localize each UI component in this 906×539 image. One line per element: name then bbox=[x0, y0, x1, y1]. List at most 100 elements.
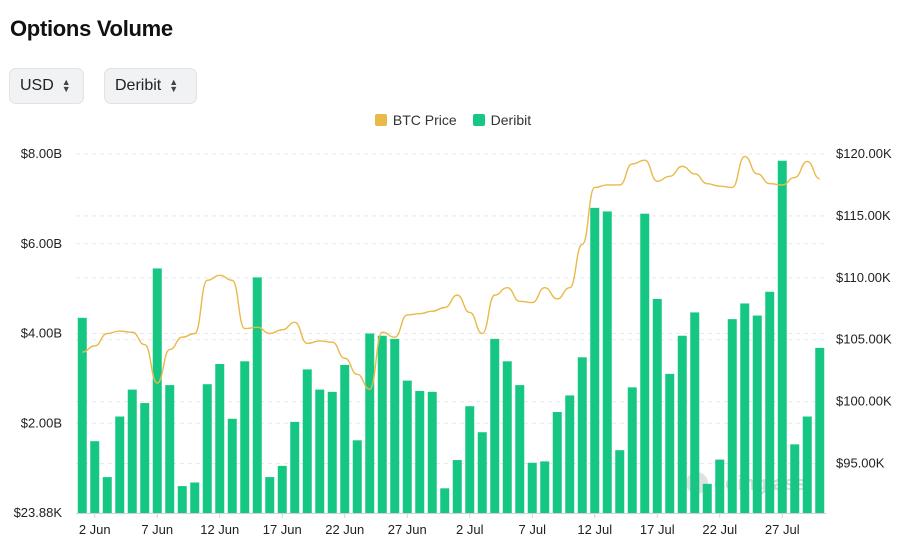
bar-deribit[interactable] bbox=[352, 440, 362, 513]
bar-deribit[interactable] bbox=[390, 338, 400, 513]
bar-deribit[interactable] bbox=[590, 207, 600, 513]
y-axis-left: $23.88K $2.00B $4.00B $6.00B $8.00B bbox=[14, 146, 63, 520]
legend-label-btc-price: BTC Price bbox=[392, 112, 457, 128]
x-tick-label: 17 Jul bbox=[640, 522, 675, 537]
y-left-tick-label: $2.00B bbox=[21, 415, 62, 430]
bar-deribit[interactable] bbox=[415, 390, 425, 513]
bar-deribit[interactable] bbox=[490, 338, 500, 513]
x-tick-label: 22 Jul bbox=[702, 522, 737, 537]
bar-deribit[interactable] bbox=[190, 482, 200, 513]
x-tick-label: 7 Jun bbox=[141, 522, 173, 537]
legend-swatch-deribit bbox=[472, 114, 485, 126]
legend-item-btc-price[interactable]: BTC Price bbox=[374, 112, 457, 128]
y-axis-right: $95.00K $100.00K $105.00K $110.00K $115.00K $… bbox=[836, 146, 892, 470]
grid-lines bbox=[76, 153, 826, 464]
bar-deribit[interactable] bbox=[740, 303, 750, 513]
bar-deribit[interactable] bbox=[240, 361, 250, 513]
bar-deribit[interactable] bbox=[127, 389, 137, 513]
x-tick-label: 2 Jul bbox=[456, 522, 484, 537]
bar-deribit[interactable] bbox=[690, 312, 700, 513]
x-tick-label: 17 Jun bbox=[263, 522, 302, 537]
bar-deribit[interactable] bbox=[177, 486, 187, 513]
bar-deribit[interactable] bbox=[465, 406, 475, 513]
y-left-tick-label: $23.88K bbox=[14, 505, 63, 520]
bar-deribit[interactable] bbox=[277, 465, 287, 513]
bar-deribit[interactable] bbox=[565, 395, 575, 513]
bar-deribit[interactable] bbox=[477, 432, 487, 513]
bar-deribit[interactable] bbox=[77, 317, 87, 513]
y-right-tick-label: $95.00K bbox=[836, 455, 885, 470]
legend-swatch-btc-price bbox=[374, 114, 387, 126]
y-left-tick-label: $6.00B bbox=[21, 236, 62, 251]
x-axis: 2 Jun 7 Jun 12 Jun 17 Jun 22 Jun 27 Jun 2 Jul 7… bbox=[76, 513, 826, 537]
x-tick-label: 12 Jun bbox=[200, 522, 239, 537]
bar-deribit[interactable] bbox=[115, 416, 125, 513]
bar-deribit[interactable] bbox=[402, 380, 412, 513]
bar-deribit[interactable] bbox=[215, 364, 225, 513]
bar-deribit[interactable] bbox=[365, 333, 375, 514]
chevron-up-down-icon: ▲ ▼ bbox=[169, 77, 179, 94]
bar-deribit[interactable] bbox=[452, 460, 462, 513]
bar-deribit[interactable] bbox=[427, 391, 437, 513]
y-right-tick-label: $120.00K bbox=[836, 146, 892, 161]
bar-deribit[interactable] bbox=[90, 441, 100, 513]
bar-deribit[interactable] bbox=[765, 291, 775, 513]
bar-deribit[interactable] bbox=[627, 387, 637, 513]
bar-deribit[interactable] bbox=[752, 315, 762, 513]
bar-deribit[interactable] bbox=[615, 450, 625, 513]
y-right-tick-label: $100.00K bbox=[836, 394, 892, 409]
bar-deribit[interactable] bbox=[727, 319, 737, 513]
y-right-tick-label: $105.00K bbox=[836, 332, 892, 347]
bar-deribit[interactable] bbox=[152, 268, 162, 513]
bar-deribit[interactable] bbox=[577, 357, 587, 513]
chart-legend: BTC Price Deribit bbox=[0, 112, 906, 128]
bar-deribit[interactable] bbox=[515, 385, 525, 513]
currency-select-value: USD bbox=[20, 77, 54, 94]
bar-deribit[interactable] bbox=[652, 298, 662, 513]
bar-deribit[interactable] bbox=[677, 335, 687, 513]
y-left-tick-label: $4.00B bbox=[21, 326, 62, 341]
bar-deribit[interactable] bbox=[640, 213, 650, 513]
bar-deribit[interactable] bbox=[202, 384, 212, 513]
bar-deribit[interactable] bbox=[377, 335, 387, 513]
bar-deribit[interactable] bbox=[502, 361, 512, 513]
x-tick-label: 2 Jun bbox=[79, 522, 111, 537]
x-tick-label: 27 Jul bbox=[765, 522, 800, 537]
bar-deribit[interactable] bbox=[315, 389, 325, 513]
bar-deribit[interactable] bbox=[302, 369, 312, 513]
btc-price-line[interactable] bbox=[82, 155, 820, 390]
bar-deribit[interactable] bbox=[527, 462, 537, 513]
bar-deribit[interactable] bbox=[227, 418, 237, 513]
bar-deribit[interactable] bbox=[140, 403, 150, 513]
bar-deribit[interactable] bbox=[290, 421, 300, 513]
bar-deribit[interactable] bbox=[265, 477, 275, 513]
bar-deribit[interactable] bbox=[790, 444, 800, 513]
bar-deribit[interactable] bbox=[665, 373, 675, 513]
bar-deribit[interactable] bbox=[602, 211, 612, 513]
bar-deribit[interactable] bbox=[327, 391, 337, 513]
btc-price-line-group bbox=[82, 155, 820, 390]
bar-deribit[interactable] bbox=[165, 385, 175, 513]
legend-item-deribit[interactable]: Deribit bbox=[472, 112, 532, 128]
y-right-tick-label: $115.00K bbox=[836, 208, 891, 223]
bar-deribit[interactable] bbox=[777, 160, 787, 513]
bar-deribit[interactable] bbox=[802, 416, 812, 513]
bar-deribit[interactable] bbox=[540, 461, 550, 513]
currency-select[interactable]: USD ▲ ▼ bbox=[9, 68, 84, 104]
page-title: Options Volume bbox=[10, 16, 173, 41]
bar-deribit[interactable] bbox=[440, 488, 450, 513]
bar-deribit[interactable] bbox=[702, 483, 712, 513]
bar-deribit[interactable] bbox=[252, 277, 262, 513]
x-tick-label: 7 Jul bbox=[519, 522, 547, 537]
bar-deribit[interactable] bbox=[552, 412, 562, 513]
exchange-select-value: Deribit bbox=[115, 77, 162, 94]
exchange-select[interactable]: Deribit ▲ ▼ bbox=[104, 68, 197, 104]
bar-deribit[interactable] bbox=[815, 347, 825, 513]
y-right-tick-label: $110.00K bbox=[836, 270, 891, 285]
bar-deribit[interactable] bbox=[102, 477, 112, 513]
bar-deribit[interactable] bbox=[340, 364, 350, 513]
bar-deribit[interactable] bbox=[715, 459, 725, 513]
legend-label-deribit: Deribit bbox=[490, 112, 532, 128]
x-tick-label: 12 Jul bbox=[577, 522, 612, 537]
